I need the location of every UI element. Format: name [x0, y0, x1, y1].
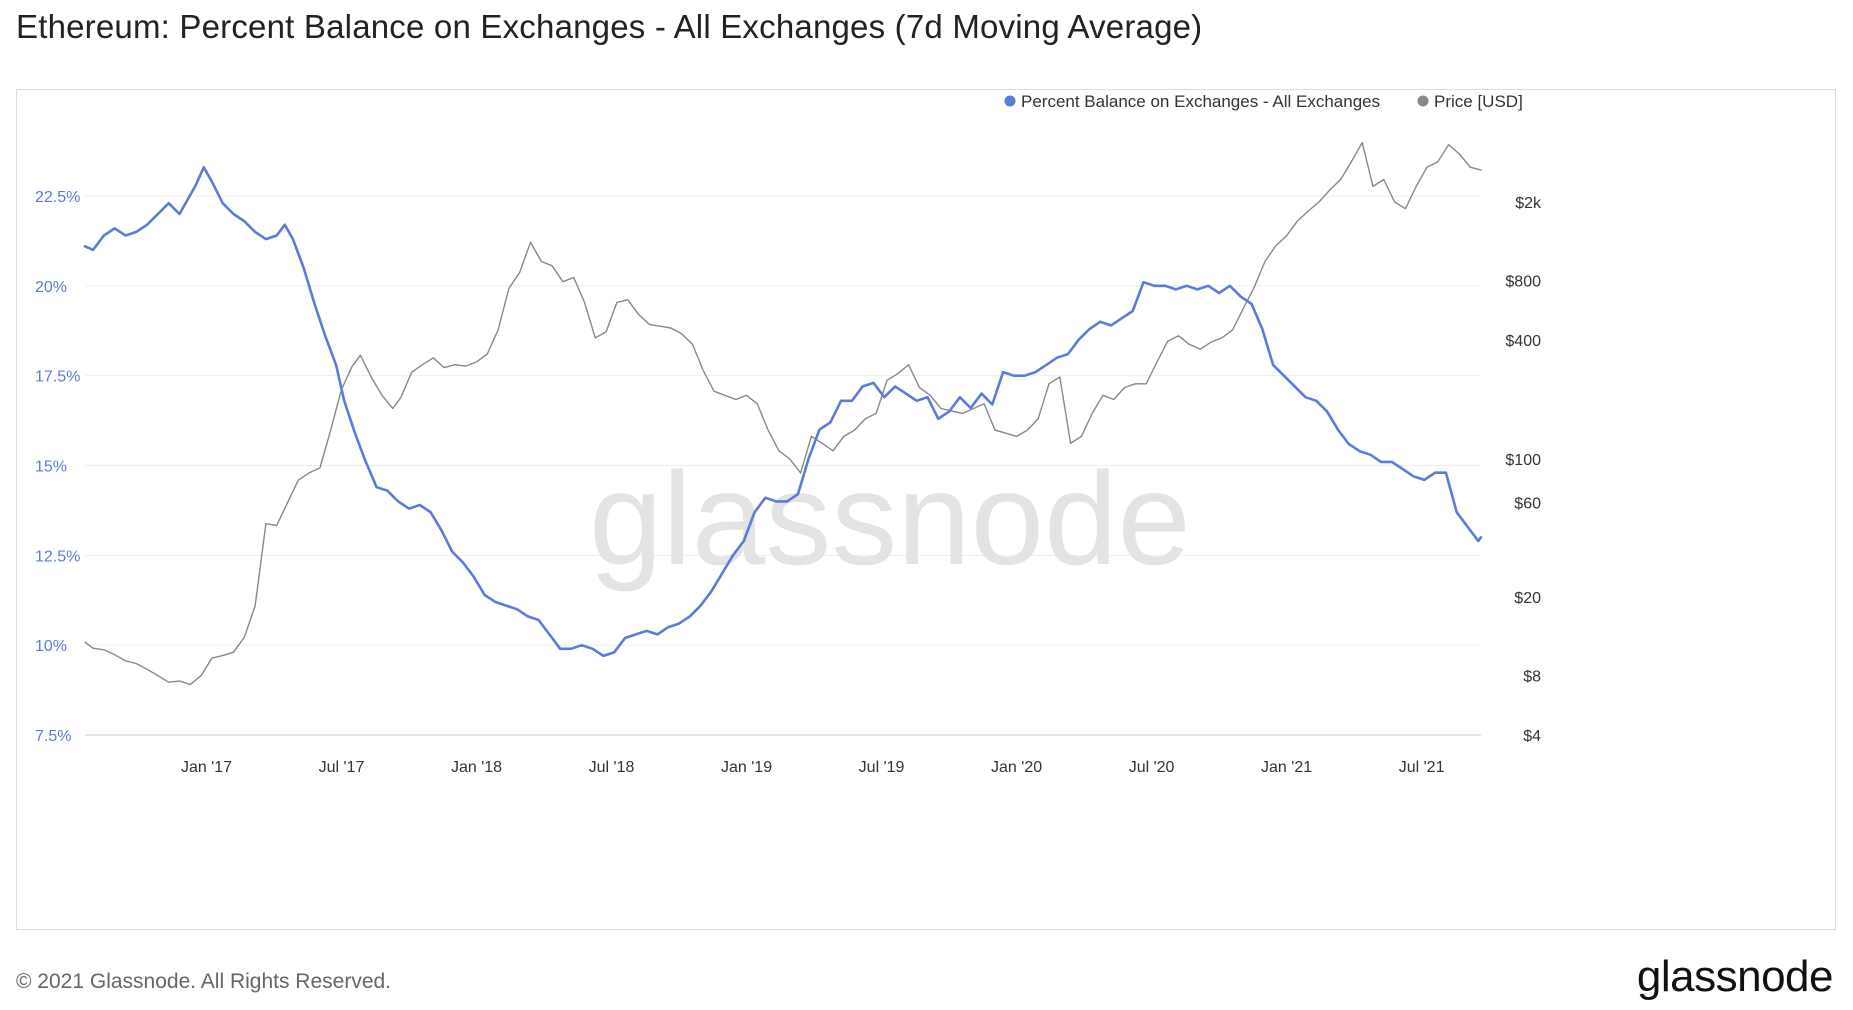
watermark-text: glassnode [589, 445, 1191, 592]
right-tick-label: $60 [1514, 496, 1541, 513]
left-tick-label: 7.5% [35, 728, 71, 745]
right-tick-label: $2k [1515, 195, 1542, 212]
chart-frame: glassnode 22.5% 20% 17.5% 15% 12.5% 10% 7.5% $… [16, 89, 1836, 930]
left-tick-label: 15% [35, 459, 67, 476]
gridlines [85, 195, 1481, 736]
percent-balance-series [83, 166, 1483, 658]
price-series [84, 141, 1482, 686]
x-tick-label: Jul '19 [859, 759, 905, 776]
x-tick-label: Jan '17 [181, 759, 232, 776]
x-tick-label: Jan '20 [991, 759, 1042, 776]
price-line [84, 141, 1482, 686]
x-tick-label: Jul '17 [319, 759, 365, 776]
right-tick-label: $400 [1505, 333, 1541, 350]
legend-marker-price [1417, 95, 1429, 107]
right-axis-labels: $2k $800 $400 $100 $60 $20 $8 $4 [1505, 195, 1542, 745]
x-tick-label: Jul '18 [589, 759, 635, 776]
left-tick-label: 20% [35, 279, 67, 296]
left-tick-label: 12.5% [35, 548, 80, 565]
left-axis-labels: 22.5% 20% 17.5% 15% 12.5% 10% 7.5% [35, 189, 80, 745]
left-tick-label: 10% [35, 638, 67, 655]
x-tick-label: Jan '19 [721, 759, 772, 776]
x-tick-label: Jul '20 [1129, 759, 1175, 776]
copyright-footer: © 2021 Glassnode. All Rights Reserved. [16, 970, 392, 993]
left-tick-label: 17.5% [35, 369, 80, 386]
x-tick-label: Jan '18 [451, 759, 502, 776]
x-tick-label: Jan '21 [1261, 759, 1312, 776]
x-tick-label: Jul '21 [1399, 759, 1445, 776]
percent-balance-line [83, 166, 1483, 658]
x-axis-labels: Jan '17 Jul '17 Jan '18 Jul '18 Jan '19 Jul '… [181, 759, 1445, 776]
legend: Percent Balance on Exchanges - All Excha… [1004, 92, 1523, 111]
left-tick-label: 22.5% [35, 189, 80, 206]
right-tick-label: $100 [1505, 452, 1541, 469]
chart-svg: glassnode 22.5% 20% 17.5% 15% 12.5% 10% 7.5% $… [35, 92, 1542, 776]
right-tick-label: $800 [1505, 274, 1541, 291]
right-tick-label: $20 [1514, 590, 1541, 607]
legend-label-percent-balance: Percent Balance on Exchanges - All Excha… [1021, 92, 1380, 111]
right-tick-label: $4 [1523, 728, 1541, 745]
glassnode-logo: glassnode [1636, 952, 1834, 1001]
legend-label-price: Price [USD] [1434, 92, 1523, 111]
right-tick-label: $8 [1523, 669, 1541, 686]
legend-marker-percent-balance [1004, 95, 1016, 107]
chart-title: Ethereum: Percent Balance on Exchanges -… [16, 8, 1203, 45]
